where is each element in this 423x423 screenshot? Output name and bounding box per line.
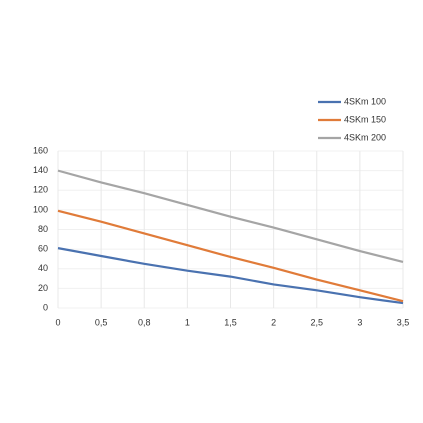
y-tick-label: 120	[33, 185, 48, 195]
y-tick-label: 40	[38, 263, 48, 273]
line	[57, 247, 404, 305]
x-tick-label: 0,8	[138, 317, 151, 327]
x-tick-label: 1,5	[224, 317, 237, 327]
y-tick-label: 20	[38, 283, 48, 293]
x-tick-label: 1	[185, 317, 190, 327]
legend-label: 4SKm 150	[344, 114, 386, 124]
y-tick-label: 140	[33, 165, 48, 175]
y-tick-label: 0	[43, 302, 48, 312]
y-tick-label: 80	[38, 224, 48, 234]
y-tick-label: 100	[33, 204, 48, 214]
line	[57, 209, 404, 303]
y-tick-label: 60	[38, 244, 48, 254]
y-tick-label: 160	[33, 145, 48, 155]
x-tick-label: 0,5	[95, 317, 108, 327]
x-tick-label: 3	[357, 317, 362, 327]
x-tick-label: 3,5	[397, 317, 410, 327]
legend-label: 4SKm 200	[344, 132, 386, 142]
x-tick-label: 2,5	[310, 317, 323, 327]
x-tick-label: 0	[55, 317, 60, 327]
x-tick-label: 2	[271, 317, 276, 327]
legend-label: 4SKm 100	[344, 96, 386, 106]
line	[57, 169, 404, 263]
